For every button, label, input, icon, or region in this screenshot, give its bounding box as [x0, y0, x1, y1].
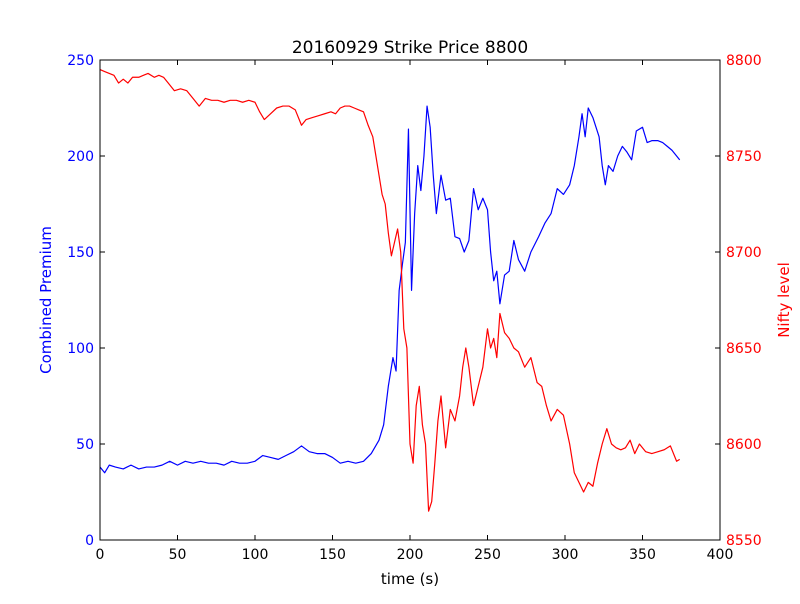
x-tick-label: 150 [319, 547, 346, 563]
left-y-tick-label: 0 [85, 533, 94, 549]
left-y-tick-label: 150 [67, 245, 94, 261]
x-axis: 0 50 100 150 200 250 300 350 400 [96, 60, 734, 563]
x-tick-label: 350 [629, 547, 656, 563]
left-y-tick-label: 50 [76, 437, 94, 453]
x-tick-label: 250 [474, 547, 501, 563]
left-y-axis-label: Combined Premium [37, 226, 55, 374]
right-y-tick-label: 8700 [726, 245, 762, 261]
left-y-tick-label: 200 [67, 149, 94, 165]
right-y-tick-label: 8800 [726, 53, 762, 69]
right-y-tick-label: 8750 [726, 149, 762, 165]
right-y-axis: 8550 8600 8650 8700 8750 8800 [715, 53, 762, 549]
series-line-right [99, 69, 681, 512]
x-axis-label: time (s) [381, 570, 439, 588]
x-tick-label: 50 [169, 547, 187, 563]
right-y-tick-label: 8550 [726, 533, 762, 549]
x-tick-label: 0 [96, 547, 105, 563]
series-layer [99, 69, 681, 512]
right-y-tick-label: 8650 [726, 341, 762, 357]
x-tick-label: 200 [397, 547, 424, 563]
chart-title: 20160929 Strike Price 8800 [292, 38, 528, 58]
x-tick-label: 400 [707, 547, 734, 563]
plot-frame [99, 59, 721, 541]
x-tick-label: 300 [552, 547, 579, 563]
left-y-tick-label: 250 [67, 53, 94, 69]
left-y-axis: 0 50 100 150 200 250 [67, 53, 105, 549]
right-y-axis-label: Nifty level [775, 262, 793, 338]
right-y-tick-label: 8600 [726, 437, 762, 453]
x-tick-label: 100 [242, 547, 269, 563]
series-line-left [99, 105, 681, 474]
left-y-tick-label: 100 [67, 341, 94, 357]
